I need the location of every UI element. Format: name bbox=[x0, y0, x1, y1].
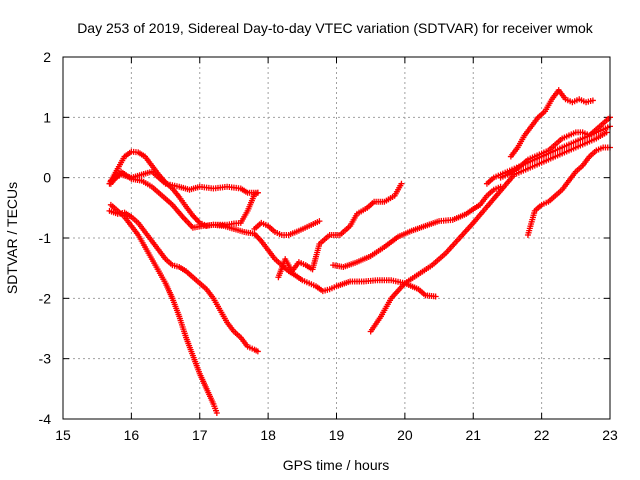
x-tick-label: 21 bbox=[465, 427, 481, 443]
series-track-7 bbox=[275, 180, 405, 281]
x-tick-label: 23 bbox=[602, 427, 618, 443]
data-point bbox=[398, 180, 405, 187]
x-tick-label: 16 bbox=[124, 427, 140, 443]
grid-lines bbox=[63, 57, 610, 419]
data-series bbox=[106, 87, 613, 416]
x-tick-label: 20 bbox=[397, 427, 413, 443]
data-point bbox=[432, 293, 439, 300]
series-track-2 bbox=[107, 168, 261, 196]
data-point bbox=[254, 348, 261, 355]
series-track-13 bbox=[497, 114, 613, 181]
data-point bbox=[213, 409, 220, 416]
chart-title: Day 253 of 2019, Sidereal Day-to-day VTE… bbox=[77, 20, 594, 36]
y-tick-label: 0 bbox=[43, 170, 51, 186]
x-tick-label: 17 bbox=[192, 427, 208, 443]
series-track-5 bbox=[107, 201, 220, 416]
axis-ticks: 15 16 17 18 19 20 21 22 23 -4 -3 -2 -1 0 1 2 bbox=[39, 49, 618, 443]
data-point bbox=[316, 218, 323, 225]
data-point bbox=[254, 189, 261, 196]
x-tick-label: 15 bbox=[55, 427, 71, 443]
x-tick-label: 18 bbox=[260, 427, 276, 443]
plot-frame bbox=[62, 56, 611, 420]
y-tick-label: 2 bbox=[43, 49, 51, 65]
series-track-4 bbox=[106, 207, 261, 355]
series-track-6 bbox=[251, 218, 323, 238]
data-point bbox=[603, 129, 610, 136]
y-tick-label: -1 bbox=[39, 230, 52, 246]
series-track-10 bbox=[524, 144, 613, 238]
series-track-11 bbox=[507, 87, 596, 160]
y-tick-label: -4 bbox=[39, 411, 52, 427]
y-tick-label: 1 bbox=[43, 109, 51, 125]
y-tick-label: -3 bbox=[39, 351, 52, 367]
series-track-8 bbox=[330, 183, 504, 270]
series-track-3 bbox=[107, 168, 439, 300]
x-tick-label: 22 bbox=[534, 427, 550, 443]
y-tick-label: -2 bbox=[39, 290, 52, 306]
x-tick-label: 19 bbox=[329, 427, 345, 443]
x-axis-label: GPS time / hours bbox=[283, 457, 390, 473]
data-point bbox=[589, 97, 596, 104]
y-axis-label: SDTVAR / TECUs bbox=[4, 182, 20, 294]
